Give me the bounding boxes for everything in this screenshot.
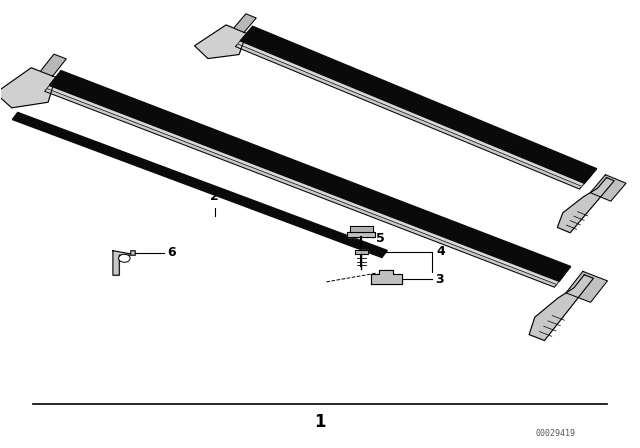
Polygon shape <box>371 270 401 284</box>
Polygon shape <box>243 33 591 180</box>
Circle shape <box>118 254 130 262</box>
Polygon shape <box>557 177 614 233</box>
Polygon shape <box>529 275 593 340</box>
Text: 3: 3 <box>435 273 444 286</box>
Polygon shape <box>52 78 565 278</box>
Text: 00029419: 00029419 <box>536 429 576 438</box>
Polygon shape <box>40 54 66 76</box>
Text: 1: 1 <box>314 413 326 431</box>
Polygon shape <box>350 226 373 232</box>
Polygon shape <box>0 68 56 108</box>
Polygon shape <box>355 250 368 254</box>
Polygon shape <box>12 112 387 258</box>
Polygon shape <box>113 251 135 275</box>
Polygon shape <box>566 271 607 302</box>
Polygon shape <box>49 71 571 281</box>
Polygon shape <box>234 14 256 32</box>
Polygon shape <box>195 25 246 59</box>
Text: 4: 4 <box>436 245 445 258</box>
Text: 6: 6 <box>167 246 176 259</box>
Polygon shape <box>348 232 376 237</box>
Text: 5: 5 <box>376 232 385 245</box>
Polygon shape <box>240 26 596 183</box>
Polygon shape <box>590 175 626 201</box>
Polygon shape <box>47 78 565 284</box>
Text: 2: 2 <box>211 190 220 203</box>
Polygon shape <box>45 78 565 287</box>
Polygon shape <box>236 33 591 189</box>
Polygon shape <box>237 33 591 186</box>
